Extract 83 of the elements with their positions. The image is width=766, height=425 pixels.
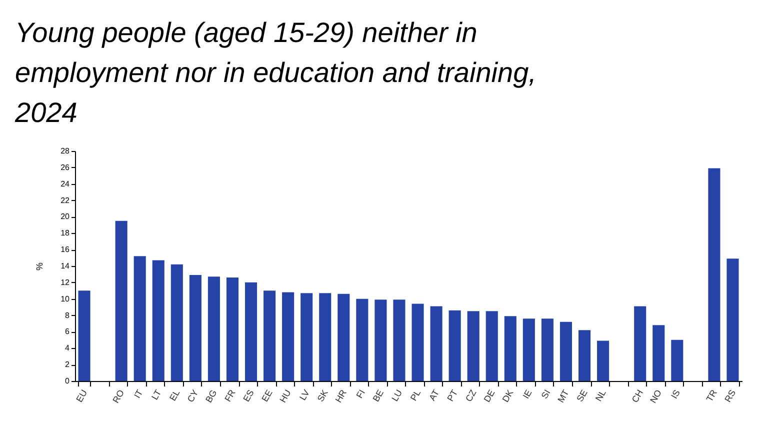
bar xyxy=(393,300,406,381)
x-tick-label: RO xyxy=(110,388,126,405)
bar xyxy=(708,168,720,381)
y-tick-label: 0 xyxy=(65,376,70,386)
bar xyxy=(448,310,461,381)
bar xyxy=(356,298,368,381)
x-tick-label: BE xyxy=(370,388,386,404)
bar xyxy=(430,306,442,381)
x-tick-label: TR xyxy=(704,388,720,404)
x-tick-label: IE xyxy=(520,388,534,400)
x-tick-label: LU xyxy=(390,388,404,403)
bar xyxy=(634,306,646,381)
x-tick-label: SE xyxy=(574,388,590,404)
bar xyxy=(152,260,164,381)
bar xyxy=(578,330,591,381)
y-tick-label: 10 xyxy=(60,294,70,304)
y-tick-label: 22 xyxy=(60,196,70,205)
x-tick-label: FI xyxy=(354,388,368,400)
x-tick-label: MT xyxy=(556,388,572,404)
x-tick-label: DE xyxy=(482,388,497,404)
y-tick-label: 12 xyxy=(60,278,70,287)
y-tick-label: 14 xyxy=(60,262,70,270)
y-tick-label: 28 xyxy=(60,146,70,156)
x-tick-label: IS xyxy=(669,388,682,400)
y-tick-label: 4 xyxy=(65,344,70,353)
bar xyxy=(282,292,294,381)
bar xyxy=(170,264,183,381)
bar xyxy=(226,278,239,381)
bar xyxy=(264,290,276,381)
bar xyxy=(504,316,516,381)
x-tick-label: EE xyxy=(260,388,274,404)
x-tick-label: PT xyxy=(445,388,460,403)
x-tick-label: RS xyxy=(722,388,738,404)
x-tick-label: AT xyxy=(427,388,442,402)
bar xyxy=(522,318,535,381)
bar xyxy=(134,256,146,381)
bar xyxy=(300,293,313,381)
y-tick-label: 2 xyxy=(65,360,70,370)
x-tick-label: HU xyxy=(278,388,293,404)
x-tick-label: LV xyxy=(298,388,312,402)
x-tick-label: NO xyxy=(648,388,664,405)
bar xyxy=(541,318,554,381)
bar xyxy=(467,311,480,381)
y-tick-label: 8 xyxy=(65,310,70,320)
x-tick-label: PL xyxy=(408,388,423,403)
y-tick-label: 18 xyxy=(60,228,70,238)
bar xyxy=(597,340,610,381)
x-tick-label: FR xyxy=(222,388,238,404)
bar xyxy=(338,294,350,381)
bar xyxy=(560,322,572,381)
x-tick-label: SK xyxy=(315,388,330,404)
x-tick-label: ES xyxy=(241,388,256,404)
y-tick-label: 20 xyxy=(60,212,70,222)
y-tick-label: 6 xyxy=(65,327,70,336)
bar xyxy=(208,276,220,381)
bar xyxy=(726,258,739,381)
bar xyxy=(486,311,498,381)
y-tick-label: 24 xyxy=(60,179,70,188)
y-tick-label: 16 xyxy=(60,245,70,254)
bar xyxy=(374,300,387,381)
bar xyxy=(319,293,332,381)
chart-title: Young people (aged 15-29) neither in employment nor in education and training, 2024 xyxy=(14,17,536,128)
x-tick-label: EU xyxy=(74,388,90,404)
x-tick-label: CY xyxy=(185,388,200,404)
bar xyxy=(189,275,202,381)
bar xyxy=(412,304,424,381)
x-tick-label: NL xyxy=(593,388,608,403)
y-axis-title: % xyxy=(34,262,45,271)
x-tick-label: EL xyxy=(168,388,182,403)
x-tick-label: DK xyxy=(500,388,516,404)
x-tick-label: BG xyxy=(204,388,219,404)
x-tick-label: HR xyxy=(333,388,349,404)
bar xyxy=(115,220,128,381)
x-tick-label: LT xyxy=(150,388,164,402)
x-tick-label: IT xyxy=(132,388,145,400)
y-tick-label: 26 xyxy=(60,162,70,172)
x-tick-label: CZ xyxy=(464,388,478,404)
bar xyxy=(671,340,684,381)
x-tick-label: SI xyxy=(539,388,552,400)
bar xyxy=(244,282,258,381)
bar xyxy=(78,290,90,381)
x-tick-label: CH xyxy=(630,388,645,404)
bar xyxy=(652,325,665,381)
